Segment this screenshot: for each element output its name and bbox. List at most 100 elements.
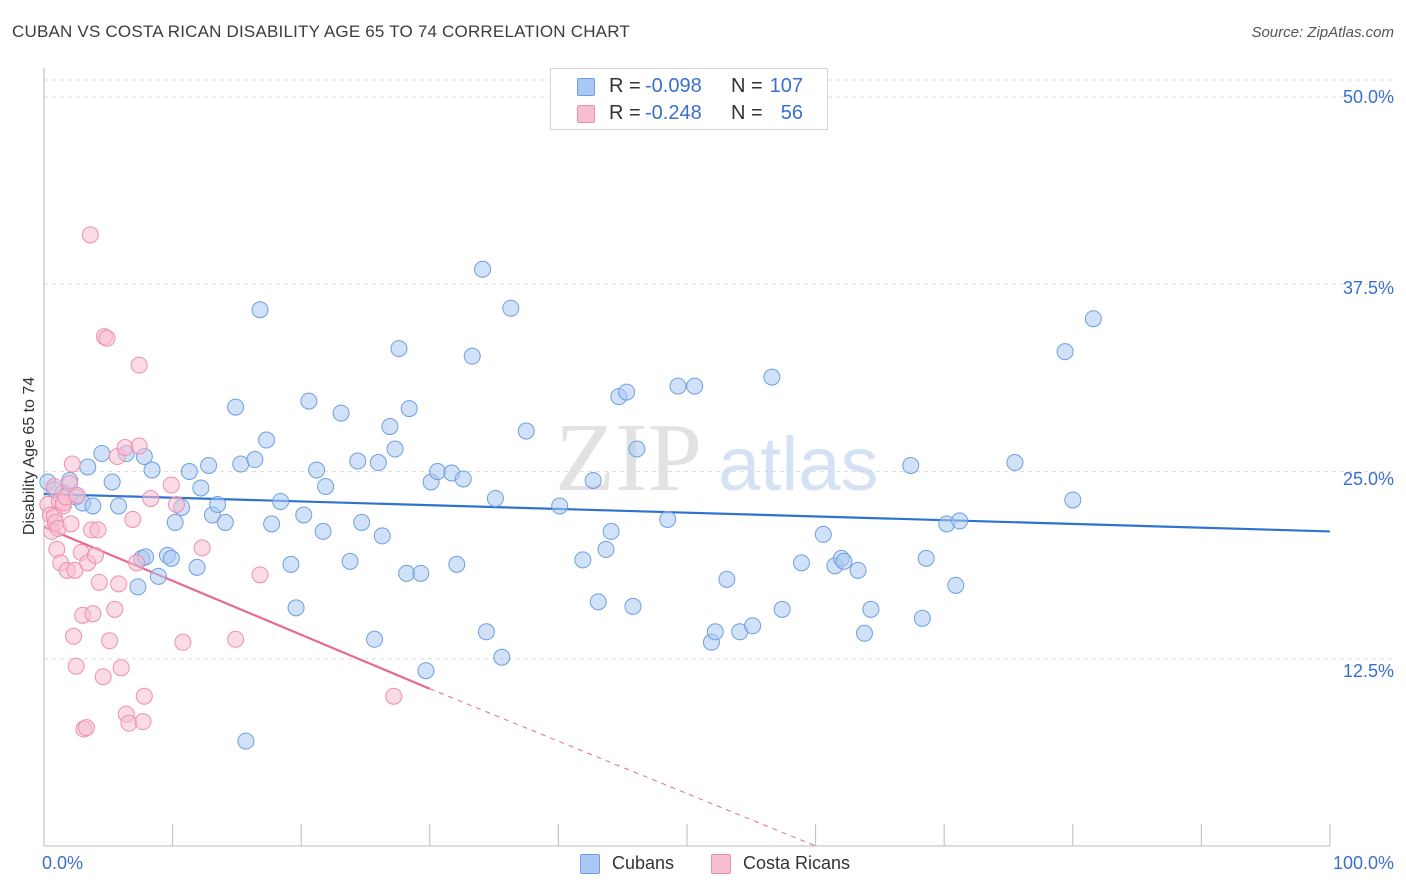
costa-ricans-point [130,437,148,455]
cubans-point [917,549,935,567]
costa-ricans-points [39,226,403,738]
cubans-point [947,576,965,594]
cubans-point [149,567,167,585]
costa-ricans-point [84,605,102,623]
cubans-point [332,404,350,422]
cubans-point [773,600,791,618]
costa-ricans-point [65,627,83,645]
cubans-trend-line [43,492,1331,533]
cubans-point [341,552,359,570]
costa-ricans-swatch [711,854,731,874]
cubans-point [902,457,920,475]
cubans-point [390,340,408,358]
costa-ricans-point [251,566,269,584]
cubans-point [493,648,511,666]
y-tick-label: 50.0% [1342,87,1394,107]
costa-ricans-point [385,687,403,705]
r-value: -0.098 [645,75,702,97]
cubans-point [429,463,447,480]
cubans-swatch [577,78,595,96]
cubans-point [103,473,121,491]
cubans-point [314,522,332,540]
costa-ricans-point [120,714,138,732]
cubans-point [282,555,300,573]
cubans-point [263,515,281,533]
costa-ricans-point [112,659,130,677]
x-tick-label-min: 0.0% [42,853,84,873]
cubans-point [551,497,569,515]
cubans-point [300,392,318,410]
cubans-point [659,510,677,528]
cubans-point [400,400,418,418]
legend-label: Cubans [612,853,675,873]
cubans-point [454,470,472,488]
costa-ricans-point [77,719,95,737]
stats-row-cubans: R = -0.098 N = 107 [551,74,827,100]
cubans-point [349,452,367,470]
costa-ricans-point [86,546,104,564]
cubans-point [597,540,615,558]
cubans-point [477,623,495,641]
costa-ricans-swatch [577,105,595,123]
cubans-point [180,463,198,480]
cubans-point [129,578,147,596]
cubans-point [366,630,384,648]
costa-ricans-point [174,633,192,651]
cubans-point [162,549,180,567]
chart-title: CUBAN VS COSTA RICAN DISABILITY AGE 65 T… [12,22,630,41]
cubans-point [862,600,880,618]
costa-ricans-point [89,521,107,539]
costa-ricans-point [130,356,148,374]
r-value: -0.248 [645,102,702,124]
cubans-point [849,561,867,579]
cubans-point [79,458,97,476]
cubans-point [602,522,620,540]
cubans-point [474,260,492,278]
cubans-point [718,570,736,588]
cubans-point [502,299,520,317]
cubans-point [166,513,184,531]
n-value: 56 [780,102,803,124]
cubans-point [486,489,504,507]
cubans-point [763,368,781,386]
r-label: R = [609,102,641,124]
grid-lines [44,79,1392,660]
watermark: ZIP atlas [555,404,879,512]
cubans-point [835,552,853,570]
cubans-point [188,558,206,576]
axes [43,68,1331,847]
source-label: Source: ZipAtlas.com [1251,24,1394,41]
cubans-point [624,597,642,615]
n-label: N = [731,75,763,97]
cubans-point [706,623,724,641]
costa-ricans-point [106,600,124,618]
cubans-point [209,495,227,513]
cubans-point [308,461,326,479]
n-value: 107 [769,75,803,97]
legend-label: Costa Ricans [743,853,851,873]
costa-ricans-point [101,632,119,650]
costa-ricans-point [67,657,85,675]
costa-ricans-point [81,226,99,244]
cubans-points [39,260,1102,750]
costa-ricans-point [135,687,153,705]
y-tick-label: 37.5% [1342,278,1394,298]
costa-ricans-point [98,329,116,347]
y-tick-label: 25.0% [1342,469,1394,489]
cubans-point [1056,343,1074,361]
costa-ricans-trend-extension [429,688,816,847]
cubans-point [913,609,931,627]
cubans-point [287,599,305,617]
cubans-point [1064,491,1082,509]
cubans-point [295,506,313,524]
costa-ricans-point [62,515,80,533]
cubans-swatch [580,854,600,874]
n-label: N = [731,102,763,124]
costa-ricans-point [116,439,134,457]
series-legend: Cubans Costa Ricans [0,852,1406,878]
cubans-point [686,377,704,395]
costa-ricans-point [61,474,79,492]
costa-ricans-point [134,713,152,731]
costa-ricans-point [128,554,146,572]
watermark-zip: ZIP [555,404,702,512]
